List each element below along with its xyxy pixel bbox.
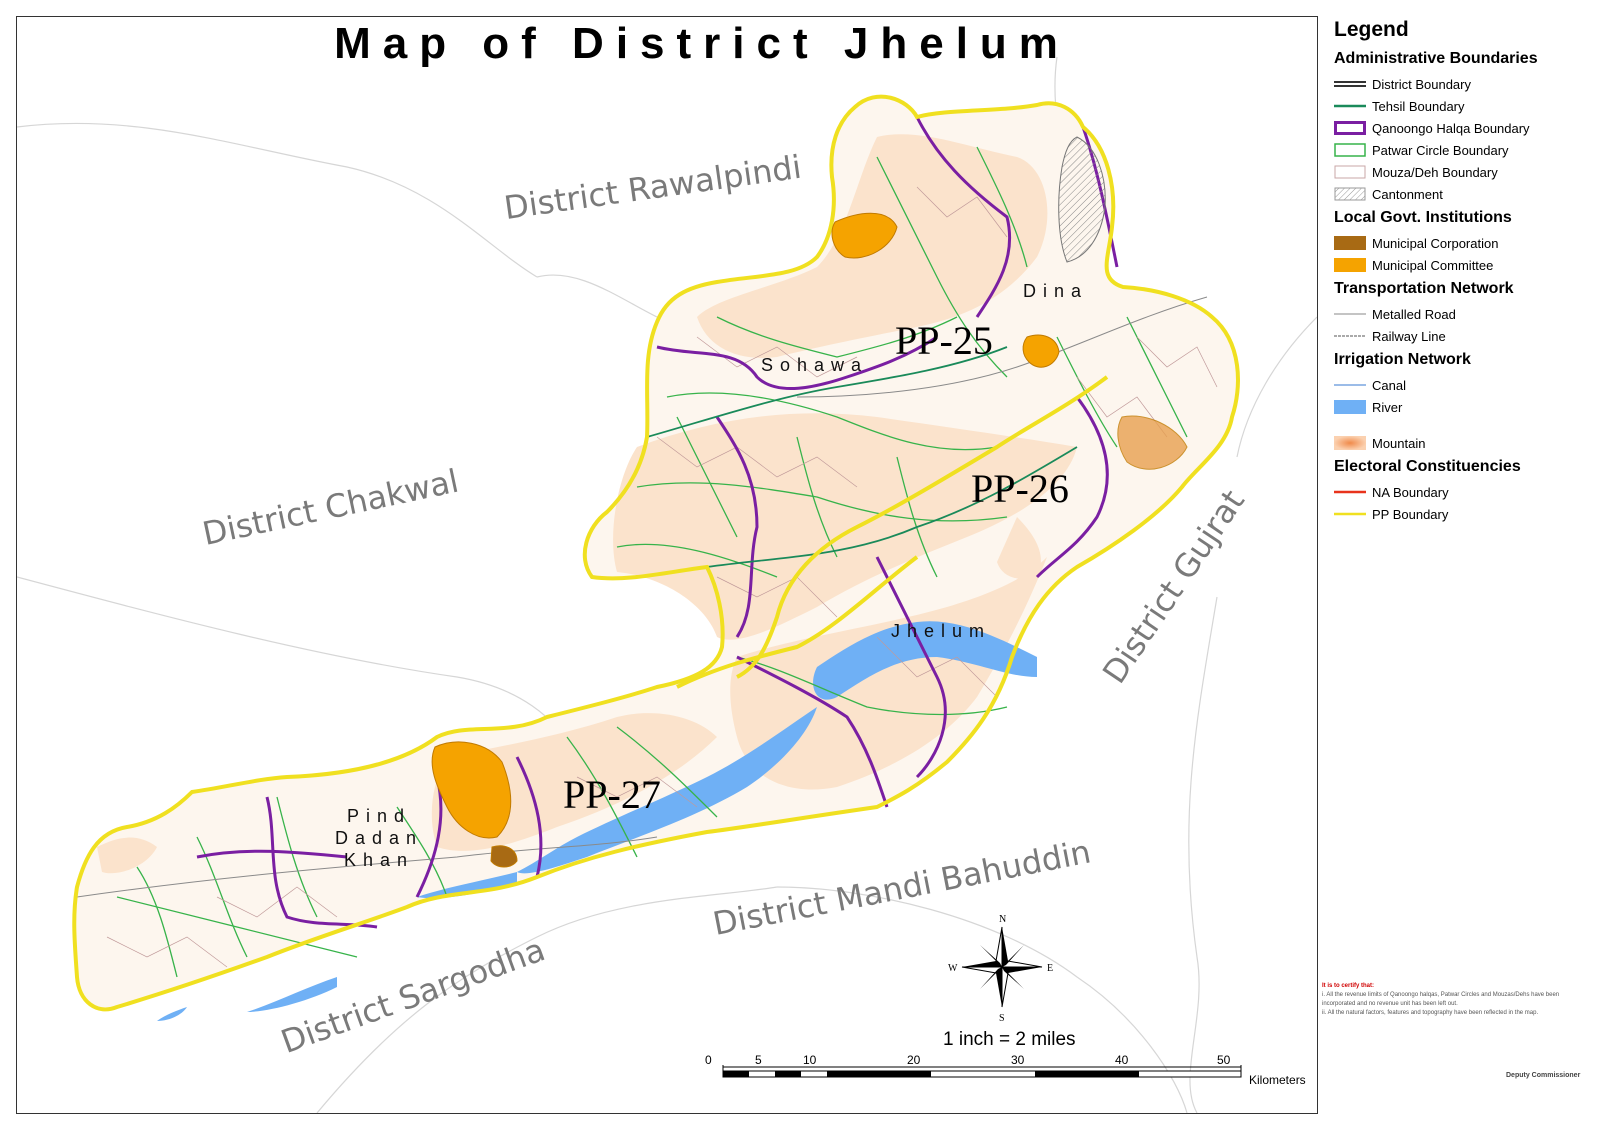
municipal-committee-icon (1334, 258, 1366, 272)
legend-item-label: Municipal Corporation (1372, 235, 1499, 251)
legend-item: Railway Line (1334, 325, 1594, 347)
scale-tick-50: 50 (1217, 1053, 1231, 1067)
label-pp-25: PP-25 (895, 318, 993, 363)
roads (76, 296, 1208, 898)
river-icon (1334, 400, 1366, 414)
legend-item-label: PP Boundary (1372, 506, 1449, 522)
certificate-note-1: i. All the revenue limits of Qanoongo ha… (1322, 992, 1560, 1007)
legend-item-label: Mountain (1372, 435, 1426, 451)
legend-item-label: Canal (1372, 377, 1406, 393)
map-frame: N S E W Map of District Jhelum District … (16, 16, 1318, 1114)
legend-spacer (1334, 418, 1594, 432)
qanoongo-boundary-icon (1334, 121, 1366, 135)
legend-item-label: Metalled Road (1372, 306, 1456, 322)
compass-rose: N S E W (948, 914, 1053, 1024)
legend-item: Patwar Circle Boundary (1334, 139, 1594, 161)
legend-item: Municipal Committee (1334, 254, 1594, 276)
legend-item-label: NA Boundary (1372, 484, 1449, 500)
pdk-municipal (490, 845, 518, 868)
legend-groups: Administrative Boundaries District Bounda… (1334, 50, 1594, 525)
legend-item: PP Boundary (1334, 503, 1594, 525)
legend-heading: Transportation Network (1334, 280, 1514, 297)
legend-item: Mountain (1334, 432, 1594, 454)
label-tehsil-pind-dadan-khan: Pind Dadan Khan (334, 806, 424, 870)
mountain-icon (1334, 436, 1366, 450)
neighbor-boundaries (17, 56, 1317, 1113)
map-canvas[interactable]: N S E W (17, 17, 1317, 1113)
tehsil-boundaries (646, 346, 1078, 568)
pp-boundary-icon (1334, 507, 1366, 521)
tehsil-boundary-icon (1334, 99, 1366, 113)
patwar-boundary-icon (1334, 143, 1366, 157)
scale-tick-20: 20 (907, 1053, 921, 1067)
legend-heading: Local Govt. Institutions (1334, 209, 1512, 226)
na-boundary-icon (1334, 485, 1366, 499)
signature-label: Deputy Commissioner (1506, 1072, 1581, 1079)
legend-item-label: Patwar Circle Boundary (1372, 142, 1509, 158)
municipal-corporation-icon (1334, 236, 1366, 250)
patwar-circle-boundaries (116, 146, 1188, 978)
legend-item: River (1334, 396, 1594, 418)
legend-item-label: River (1372, 399, 1403, 415)
legend-item: Mouza/Deh Boundary (1334, 161, 1594, 183)
certificate-heading: It is to certify that: (1322, 983, 1375, 989)
legend-item: Qanoongo Halqa Boundary (1334, 117, 1594, 139)
legend-heading: Irrigation Network (1334, 351, 1471, 368)
municipal-areas (431, 212, 1188, 868)
legend-item: Metalled Road (1334, 303, 1594, 325)
canal-icon (1334, 378, 1366, 392)
legend-title: Legend (1334, 18, 1409, 41)
legend-heading: Administrative Boundaries (1334, 50, 1538, 67)
legend-item: NA Boundary (1334, 481, 1594, 503)
certificate-note-2: ii. All the natural factors, features an… (1322, 1010, 1539, 1016)
river (157, 621, 1037, 1021)
scale-tick-30: 30 (1011, 1053, 1025, 1067)
legend-item-label: District Boundary (1372, 76, 1471, 92)
legend: Legend Administrative Boundaries District… (1334, 14, 1594, 525)
legend-item: Canal (1334, 374, 1594, 396)
label-pp-26: PP-26 (971, 466, 1069, 511)
metalled-road-icon (1334, 307, 1366, 321)
scale-caption: 1 inch = 2 miles (943, 1029, 1076, 1050)
legend-item-label: Mouza/Deh Boundary (1372, 164, 1498, 180)
district-boundary-icon (1334, 77, 1366, 91)
dina-municipal (1022, 334, 1060, 368)
label-tehsil-jhelum: Jhelum (891, 621, 992, 641)
legend-item-label: Tehsil Boundary (1372, 98, 1465, 114)
pp-boundaries (72, 94, 1240, 1012)
label-tehsil-dina: Dina (1023, 281, 1089, 301)
compass-w: W (948, 963, 958, 974)
qanoongo-halqa-boundaries (196, 116, 1119, 929)
legend-item: District Boundary (1334, 73, 1594, 95)
legend-item-label: Qanoongo Halqa Boundary (1372, 120, 1530, 136)
legend-item: Municipal Corporation (1334, 232, 1594, 254)
compass-e: E (1047, 963, 1053, 974)
mouza-boundaries (106, 186, 1218, 968)
khewra-municipal (431, 741, 512, 839)
scale-tick-0: 0 (705, 1053, 712, 1067)
compass-n: N (999, 914, 1006, 925)
scale-tick-10: 10 (803, 1053, 817, 1067)
legend-item: Cantonment (1334, 183, 1594, 205)
legend-item-label: Cantonment (1372, 186, 1443, 202)
certificate: It is to certify that: i. All the revenu… (1322, 982, 1592, 1018)
mouza-boundary-icon (1334, 165, 1366, 179)
scale-tick-40: 40 (1115, 1053, 1129, 1067)
map-title: Map of District Jhelum (334, 19, 1070, 68)
railway-line-icon (1334, 329, 1366, 343)
sohawa-municipal (831, 212, 898, 259)
legend-item: Tehsil Boundary (1334, 95, 1594, 117)
compass-s: S (999, 1013, 1005, 1024)
label-tehsil-sohawa: Sohawa (761, 355, 869, 375)
cantonment-icon (1334, 187, 1366, 201)
cantonment-area (1058, 136, 1106, 263)
legend-heading: Electoral Constituencies (1334, 458, 1521, 475)
scale-unit: Kilometers (1249, 1073, 1306, 1087)
legend-item-label: Railway Line (1372, 328, 1446, 344)
scale-bar (722, 1065, 1242, 1078)
jhelum-municipal (1117, 415, 1188, 470)
scale-tick-5: 5 (755, 1053, 762, 1067)
legend-item-label: Municipal Committee (1372, 257, 1494, 273)
label-pp-27: PP-27 (563, 772, 661, 817)
